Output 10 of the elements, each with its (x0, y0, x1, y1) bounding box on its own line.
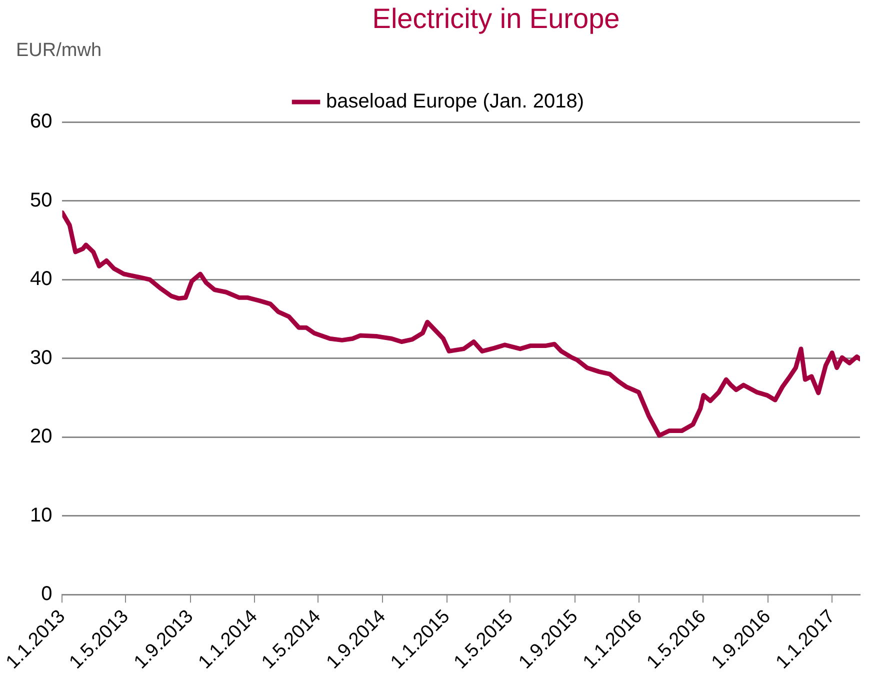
y-tick-label: 30 (30, 346, 52, 369)
y-tick-label: 40 (30, 268, 52, 290)
y-axis-title: EUR/mwh (16, 40, 102, 62)
y-tick-label: 50 (30, 189, 52, 212)
chart-title: Electricity in Europe (371, 2, 621, 36)
y-tick-label: 60 (30, 110, 52, 133)
y-tick-label: 10 (30, 504, 52, 526)
y-tick-label: 20 (30, 426, 52, 448)
y-tick-label: 0 (41, 583, 52, 606)
legend-label: baseload Europe (Jan. 2018) (326, 90, 584, 113)
